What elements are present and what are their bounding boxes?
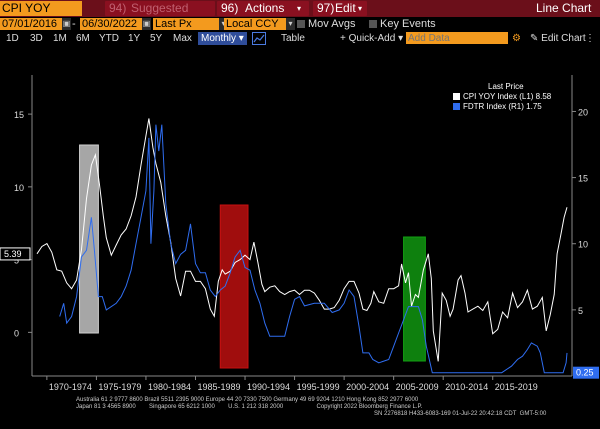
calendar-icon[interactable]: ▣ [62,18,71,30]
key-events-checkbox[interactable] [369,20,377,28]
date-separator: - [72,18,76,30]
legend-value: 1.75 [526,102,542,111]
suggested-charts-num: 94) [109,1,127,15]
period-1y[interactable]: 1Y [128,33,141,44]
quick-add-button[interactable]: + Quick-Add ▾ [340,32,403,45]
left-tick-label: 0 [14,328,19,338]
legend-heading: Last Price [488,82,524,91]
pencil-icon: ✎ [530,33,539,44]
legend-swatch [453,93,460,100]
x-tick-label: 1990-1994 [247,382,290,392]
edit-menu[interactable]: 97) Edit ▾ [313,1,367,16]
x-tick-label: 1980-1984 [148,382,191,392]
right-current-value: 0.25 [576,368,594,378]
actions-menu[interactable]: 96) Actions ▾ [217,1,309,16]
x-tick-label: 2005-2009 [396,382,439,392]
left-tick-label: 5 [14,256,19,266]
chart-legend: Last Price CPI YOY Index (L1) 8.58 FDTR … [448,81,570,111]
highlight-region [79,144,99,334]
legend-item-fdtr: FDTR Index (R1) 1.75 [453,102,542,112]
right-tick-label: 20 [578,107,588,117]
title-bar: CPI YOY Index 94) Suggested Charts 96) A… [0,0,600,30]
x-tick-label: 1985-1989 [197,382,240,392]
frequency-label: Monthly [201,33,237,44]
x-tick-label: 1975-1979 [98,382,141,392]
edit-chart-label: Edit Chart [541,33,586,44]
left-tick-label: 15 [14,110,24,120]
edit-chart-button[interactable]: ✎ Edit Chart [530,32,586,45]
period-bar: 1D 3D 1M 6M YTD 1Y 5Y Max Monthly ▾ Tabl… [0,31,600,46]
table-button[interactable]: Table [281,33,305,44]
footer-contacts-2: Japan 81 3 4565 8900 Singapore 65 6212 1… [76,404,423,410]
series-line-cpi [36,118,568,362]
chevron-down-icon: ▾ [238,33,244,44]
quick-add-label: Quick-Add [348,33,396,44]
legend-label: CPI YOY Index [463,92,517,101]
start-date-field[interactable]: 07/01/2016 [0,18,62,30]
price-field-select[interactable]: Last Px [153,18,219,30]
add-data-input[interactable] [406,32,508,44]
edit-num: 97) [317,1,335,15]
more-options-icon[interactable]: ⋮ [585,33,595,44]
series-line-fdtr [59,124,568,374]
right-tick-label: 10 [578,240,588,250]
edit-label: Edit [335,1,356,15]
period-1d[interactable]: 1D [6,33,19,44]
legend-value: 8.58 [535,92,552,101]
chart-type-label: Line Chart [536,1,592,15]
footer-contacts-1: Australia 61 2 9777 8600 Brazil 5511 239… [76,397,419,403]
left-current-value-box [0,247,31,261]
settings-icon[interactable]: ⚙ [512,33,521,44]
period-ytd[interactable]: YTD [99,33,119,44]
frequency-select[interactable]: Monthly ▾ [198,32,247,45]
key-events-label: Key Events [380,18,436,30]
actions-dropdown-icon: ▾ [297,4,302,13]
x-tick-label: 1970-1974 [49,382,92,392]
security-title[interactable]: CPI YOY Index [0,1,82,30]
right-tick-label: 15 [578,174,588,184]
suggested-charts-button[interactable]: 94) Suggested Charts [105,1,215,30]
left-tick-label: 10 [14,183,24,193]
legend-axis: (L1) [519,92,534,101]
legend-swatch [453,103,460,110]
calendar-icon[interactable]: ▣ [142,18,151,30]
line-chart[interactable]: 15 10 5 0 20 15 10 5 1970-1974 1975-1979 1980-1984… [0,46,600,429]
chevron-down-icon[interactable]: ▾ [286,18,295,30]
end-date-field[interactable]: 06/30/2022 [80,18,142,30]
period-3d[interactable]: 3D [30,33,43,44]
footer-session: SN 2276818 H433-6083-169 01-Jul-22 20:42… [374,411,547,417]
x-tick-label: 1995-1999 [297,382,340,392]
chevron-down-icon[interactable]: ▾ [219,18,228,30]
actions-num: 96) [221,1,239,15]
right-tick-label: 5 [578,306,583,316]
legend-item-cpi: CPI YOY Index (L1) 8.58 [453,92,551,102]
x-tick-label: 2015-2019 [495,382,538,392]
right-current-value-box [573,366,599,379]
suggested-charts-label: Suggested Charts [131,1,189,30]
plus-icon: + [340,33,349,44]
x-tick-label: 2010-2014 [445,382,488,392]
mov-avgs-label: Mov Avgs [308,18,356,30]
controls-bar: 07/01/2016 ▣ - 06/30/2022 ▣ Last Px ▾ Lo… [0,17,600,31]
currency-select[interactable]: Local CCY [224,18,286,30]
highlight-region [403,236,426,362]
period-1m[interactable]: 1M [53,33,67,44]
legend-axis: (R1) [508,102,524,111]
period-5y[interactable]: 5Y [150,33,163,44]
line-chart-icon[interactable] [252,32,266,45]
mov-avgs-checkbox[interactable] [297,20,305,28]
x-tick-label: 2000-2004 [346,382,389,392]
period-6m[interactable]: 6M [76,33,90,44]
edit-dropdown-icon: ▾ [358,4,363,13]
actions-label: Actions [245,1,285,15]
chevron-down-icon: ▾ [395,33,404,44]
period-max[interactable]: Max [173,33,192,44]
left-current-value: 5.39 [4,249,22,259]
legend-label: FDTR Index [463,102,507,111]
